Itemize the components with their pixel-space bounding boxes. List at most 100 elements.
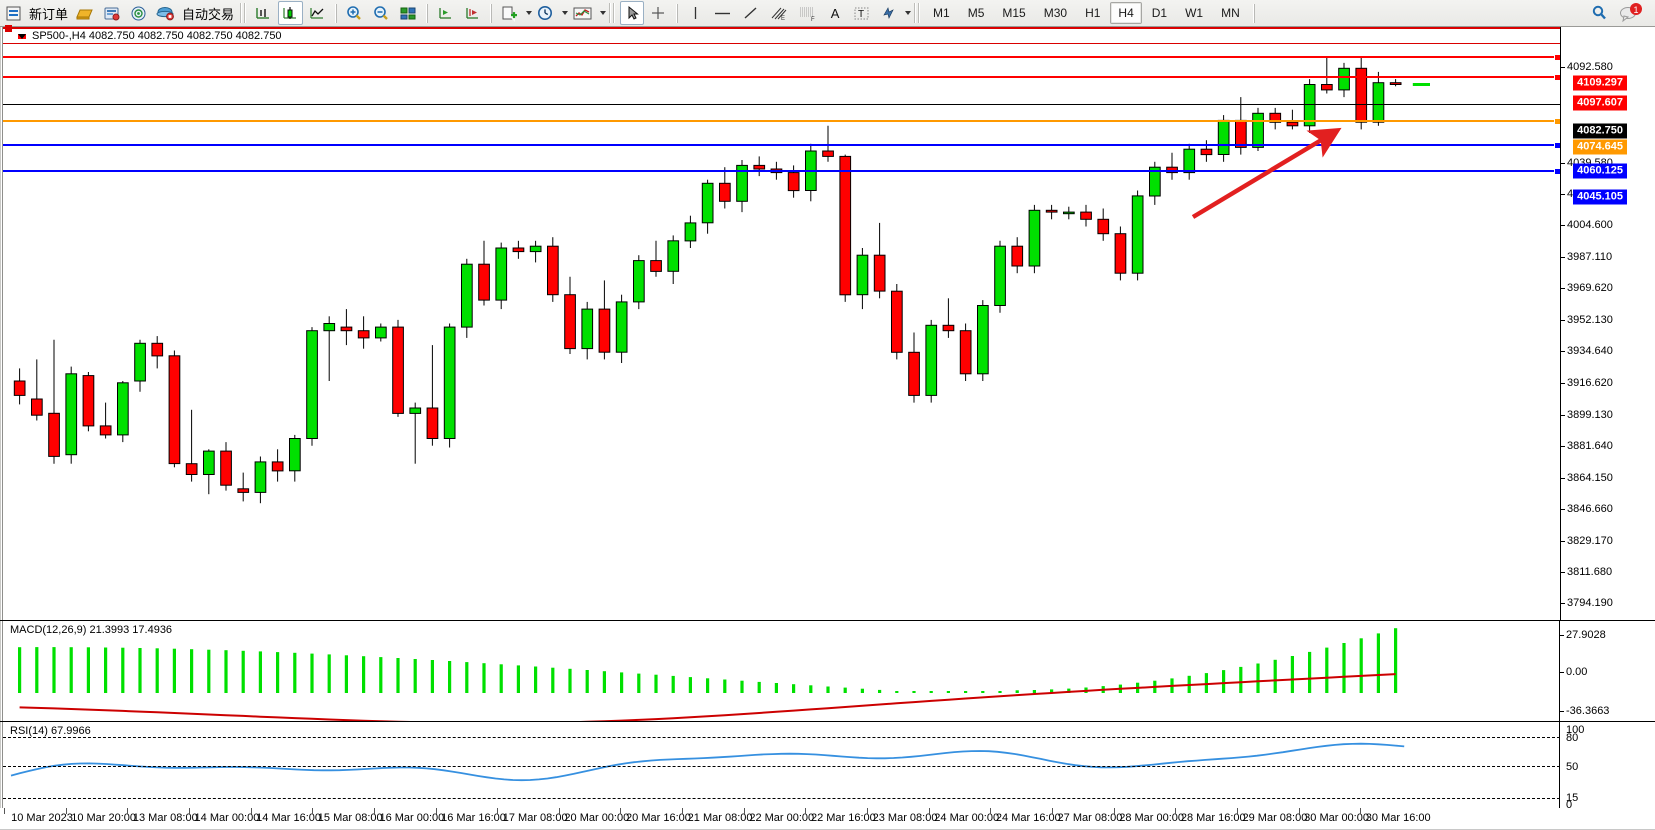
equidistant-channel-button[interactable]: E (765, 1, 792, 25)
time-label: 16 Mar 16:00 (441, 812, 506, 824)
toolbar-separator (335, 3, 338, 23)
price-plot-area[interactable] (3, 27, 1560, 620)
rsi-scale[interactable]: 100 80 50 15 0 (1559, 722, 1655, 811)
price-line-support-2[interactable] (3, 168, 1560, 175)
time-scale[interactable]: 10 Mar 2023 10 Mar 20:00 13 Mar 08:00 14 Ma… (0, 808, 1655, 830)
time-label: 22 Mar 00:00 (749, 812, 815, 824)
auto-scroll-button[interactable] (460, 1, 485, 25)
svg-text:1: 1 (1633, 5, 1638, 15)
notifications-button[interactable]: 1 (1615, 1, 1647, 25)
time-label: 24 Mar 16:00 (995, 812, 1061, 824)
period-button[interactable] (533, 1, 558, 25)
toolbar-grip-3[interactable] (914, 3, 922, 23)
price-scale[interactable]: 4092.5804039.5804022.0904004.6003987.110… (1560, 27, 1655, 620)
price-tick (1561, 319, 1565, 321)
timeframe-h1[interactable]: H1 (1085, 6, 1101, 20)
line-chart-icon (310, 7, 324, 19)
price-line-take-profit-2[interactable] (3, 54, 1560, 61)
arrows-dropdown-caret[interactable] (905, 11, 912, 15)
timeframe-d1[interactable]: D1 (1151, 6, 1168, 20)
text-label-button[interactable]: T (849, 1, 874, 25)
price-tag-current-price: 4082.750 (1573, 123, 1627, 139)
line-anchor[interactable] (1554, 142, 1560, 149)
price-tag-support-1: 4060.125 (1573, 163, 1627, 179)
terminal-button[interactable] (99, 1, 124, 25)
tile-windows-button[interactable] (396, 1, 421, 25)
price-line-support-1[interactable] (3, 142, 1560, 149)
templates-button[interactable] (569, 1, 596, 25)
timeframe-m1[interactable]: M1 (933, 6, 950, 20)
time-separator (1113, 808, 1115, 814)
line-chart-button[interactable] (305, 1, 330, 25)
time-separator (867, 808, 869, 814)
time-label: 15 Mar 08:00 (317, 812, 383, 824)
rsi-panel[interactable]: RSI(14) 67.9966 100 80 50 15 0 (0, 721, 1655, 811)
zoom-out-button[interactable] (369, 1, 394, 25)
price-panel[interactable]: SP500-,H4 4082.750 4082.750 4082.750 408… (0, 25, 1655, 620)
crosshair-button[interactable] (646, 1, 671, 25)
price-line-current-price[interactable] (3, 104, 1560, 105)
rsi-scale-80: 80 (1566, 732, 1579, 744)
shift-end-button[interactable] (433, 1, 458, 25)
rsi-plot-area[interactable] (3, 722, 1560, 809)
time-label: 24 Mar 00:00 (934, 812, 1000, 824)
add-indicator-dropdown-caret[interactable] (526, 11, 533, 15)
new-order-button[interactable] (1, 1, 25, 25)
bar-chart-icon (256, 7, 270, 19)
time-label: 28 Mar 16:00 (1180, 812, 1246, 824)
timeframe-m15[interactable]: M15 (1002, 6, 1026, 20)
zoom-in-button[interactable] (342, 1, 367, 25)
timeframe-w1[interactable]: W1 (1185, 6, 1204, 20)
toolbar-grip[interactable] (240, 3, 248, 23)
new-order-icon (6, 6, 20, 20)
price-tag-entry-level: 4074.645 (1573, 139, 1627, 155)
line-anchor[interactable] (1554, 168, 1560, 175)
period-dropdown-caret[interactable] (562, 11, 569, 15)
autotrading-button[interactable] (153, 1, 178, 25)
timeframe-m30[interactable]: M30 (1043, 6, 1068, 20)
toolbar-separator-4 (676, 3, 679, 23)
price-line-entry-level[interactable] (3, 118, 1560, 125)
price-tick-label: 3881.640 (1567, 440, 1613, 453)
search-button[interactable] (1587, 1, 1613, 25)
mql5-community-button[interactable] (126, 1, 151, 25)
line-anchor[interactable] (1554, 118, 1560, 125)
price-line-take-profit-1[interactable] (3, 74, 1560, 81)
selection-handle[interactable] (5, 25, 12, 32)
add-indicator-button[interactable] (497, 1, 522, 25)
macd-panel[interactable]: MACD(12,26,9) 21.3993 17.4936 27.9028 0.… (0, 620, 1655, 722)
zoom-in-icon (347, 5, 361, 20)
timeframe-h4[interactable]: H4 (1110, 2, 1142, 24)
gold-button[interactable] (72, 1, 97, 25)
mql5-community-icon (131, 6, 146, 20)
trend-line-button[interactable] (738, 1, 763, 25)
cursor-button[interactable] (620, 1, 645, 25)
toolbar-grip-2[interactable] (609, 3, 617, 23)
horizontal-line-button[interactable] (709, 1, 736, 25)
text-button[interactable]: A (823, 1, 847, 25)
time-separator (1236, 808, 1238, 814)
timeframe-m5[interactable]: M5 (967, 6, 985, 20)
line-anchor[interactable] (1554, 74, 1560, 81)
line-anchor[interactable] (1554, 54, 1560, 61)
chevron-down-icon[interactable] (18, 33, 26, 39)
time-separator (188, 808, 190, 814)
time-label: 13 Mar 08:00 (132, 812, 198, 824)
candlestick-chart-button[interactable] (278, 1, 304, 25)
arrows-button[interactable] (876, 1, 901, 25)
time-separator (1360, 808, 1362, 814)
time-label: 20 Mar 00:00 (564, 812, 630, 824)
price-tick-label: 3899.130 (1567, 408, 1613, 421)
fibonacci-retracement-button[interactable]: F (794, 1, 821, 25)
time-label: 16 Mar 00:00 (379, 812, 445, 824)
bar-chart-button[interactable] (251, 1, 276, 25)
horizontal-line-icon (715, 12, 731, 14)
macd-scale[interactable]: 27.9028 0.00 -36.3663 (1559, 621, 1655, 721)
zoom-out-icon (374, 5, 388, 20)
time-label: 14 Mar 00:00 (194, 812, 260, 824)
timeframe-mn[interactable]: MN (1221, 6, 1240, 20)
vertical-line-button[interactable] (683, 1, 707, 25)
macd-plot-area[interactable] (3, 621, 1560, 721)
templates-dropdown-caret[interactable] (600, 11, 607, 15)
chart-window[interactable]: SP500-,H4 4082.750 4082.750 4082.750 408… (0, 25, 1655, 830)
